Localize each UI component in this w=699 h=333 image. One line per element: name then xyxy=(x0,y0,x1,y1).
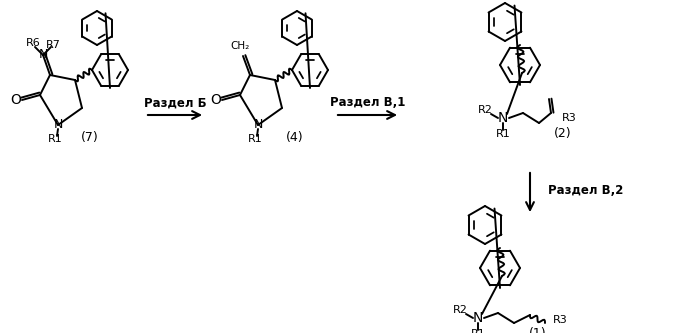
Text: R2: R2 xyxy=(452,305,468,315)
Text: Раздел В,2: Раздел В,2 xyxy=(548,183,624,196)
Text: N: N xyxy=(473,311,483,325)
Text: R1: R1 xyxy=(470,329,485,333)
Text: N: N xyxy=(253,119,263,132)
Text: (1): (1) xyxy=(529,326,547,333)
Text: R7: R7 xyxy=(45,40,60,50)
Text: (4): (4) xyxy=(286,132,304,145)
Text: R1: R1 xyxy=(48,134,62,144)
Text: R3: R3 xyxy=(561,113,577,123)
Text: R6: R6 xyxy=(26,38,41,48)
Text: Раздел Б: Раздел Б xyxy=(144,97,206,110)
Text: CH₂: CH₂ xyxy=(231,41,250,51)
Text: N: N xyxy=(53,119,63,132)
Text: R1: R1 xyxy=(496,129,510,139)
Text: R2: R2 xyxy=(477,105,492,115)
Text: N: N xyxy=(498,111,508,125)
Text: R3: R3 xyxy=(553,315,568,325)
Text: O: O xyxy=(10,93,22,107)
Text: (2): (2) xyxy=(554,127,572,140)
Text: (7): (7) xyxy=(81,132,99,145)
Text: N: N xyxy=(38,49,48,62)
Text: Раздел В,1: Раздел В,1 xyxy=(331,97,405,110)
Text: O: O xyxy=(210,93,222,107)
Text: R1: R1 xyxy=(247,134,262,144)
